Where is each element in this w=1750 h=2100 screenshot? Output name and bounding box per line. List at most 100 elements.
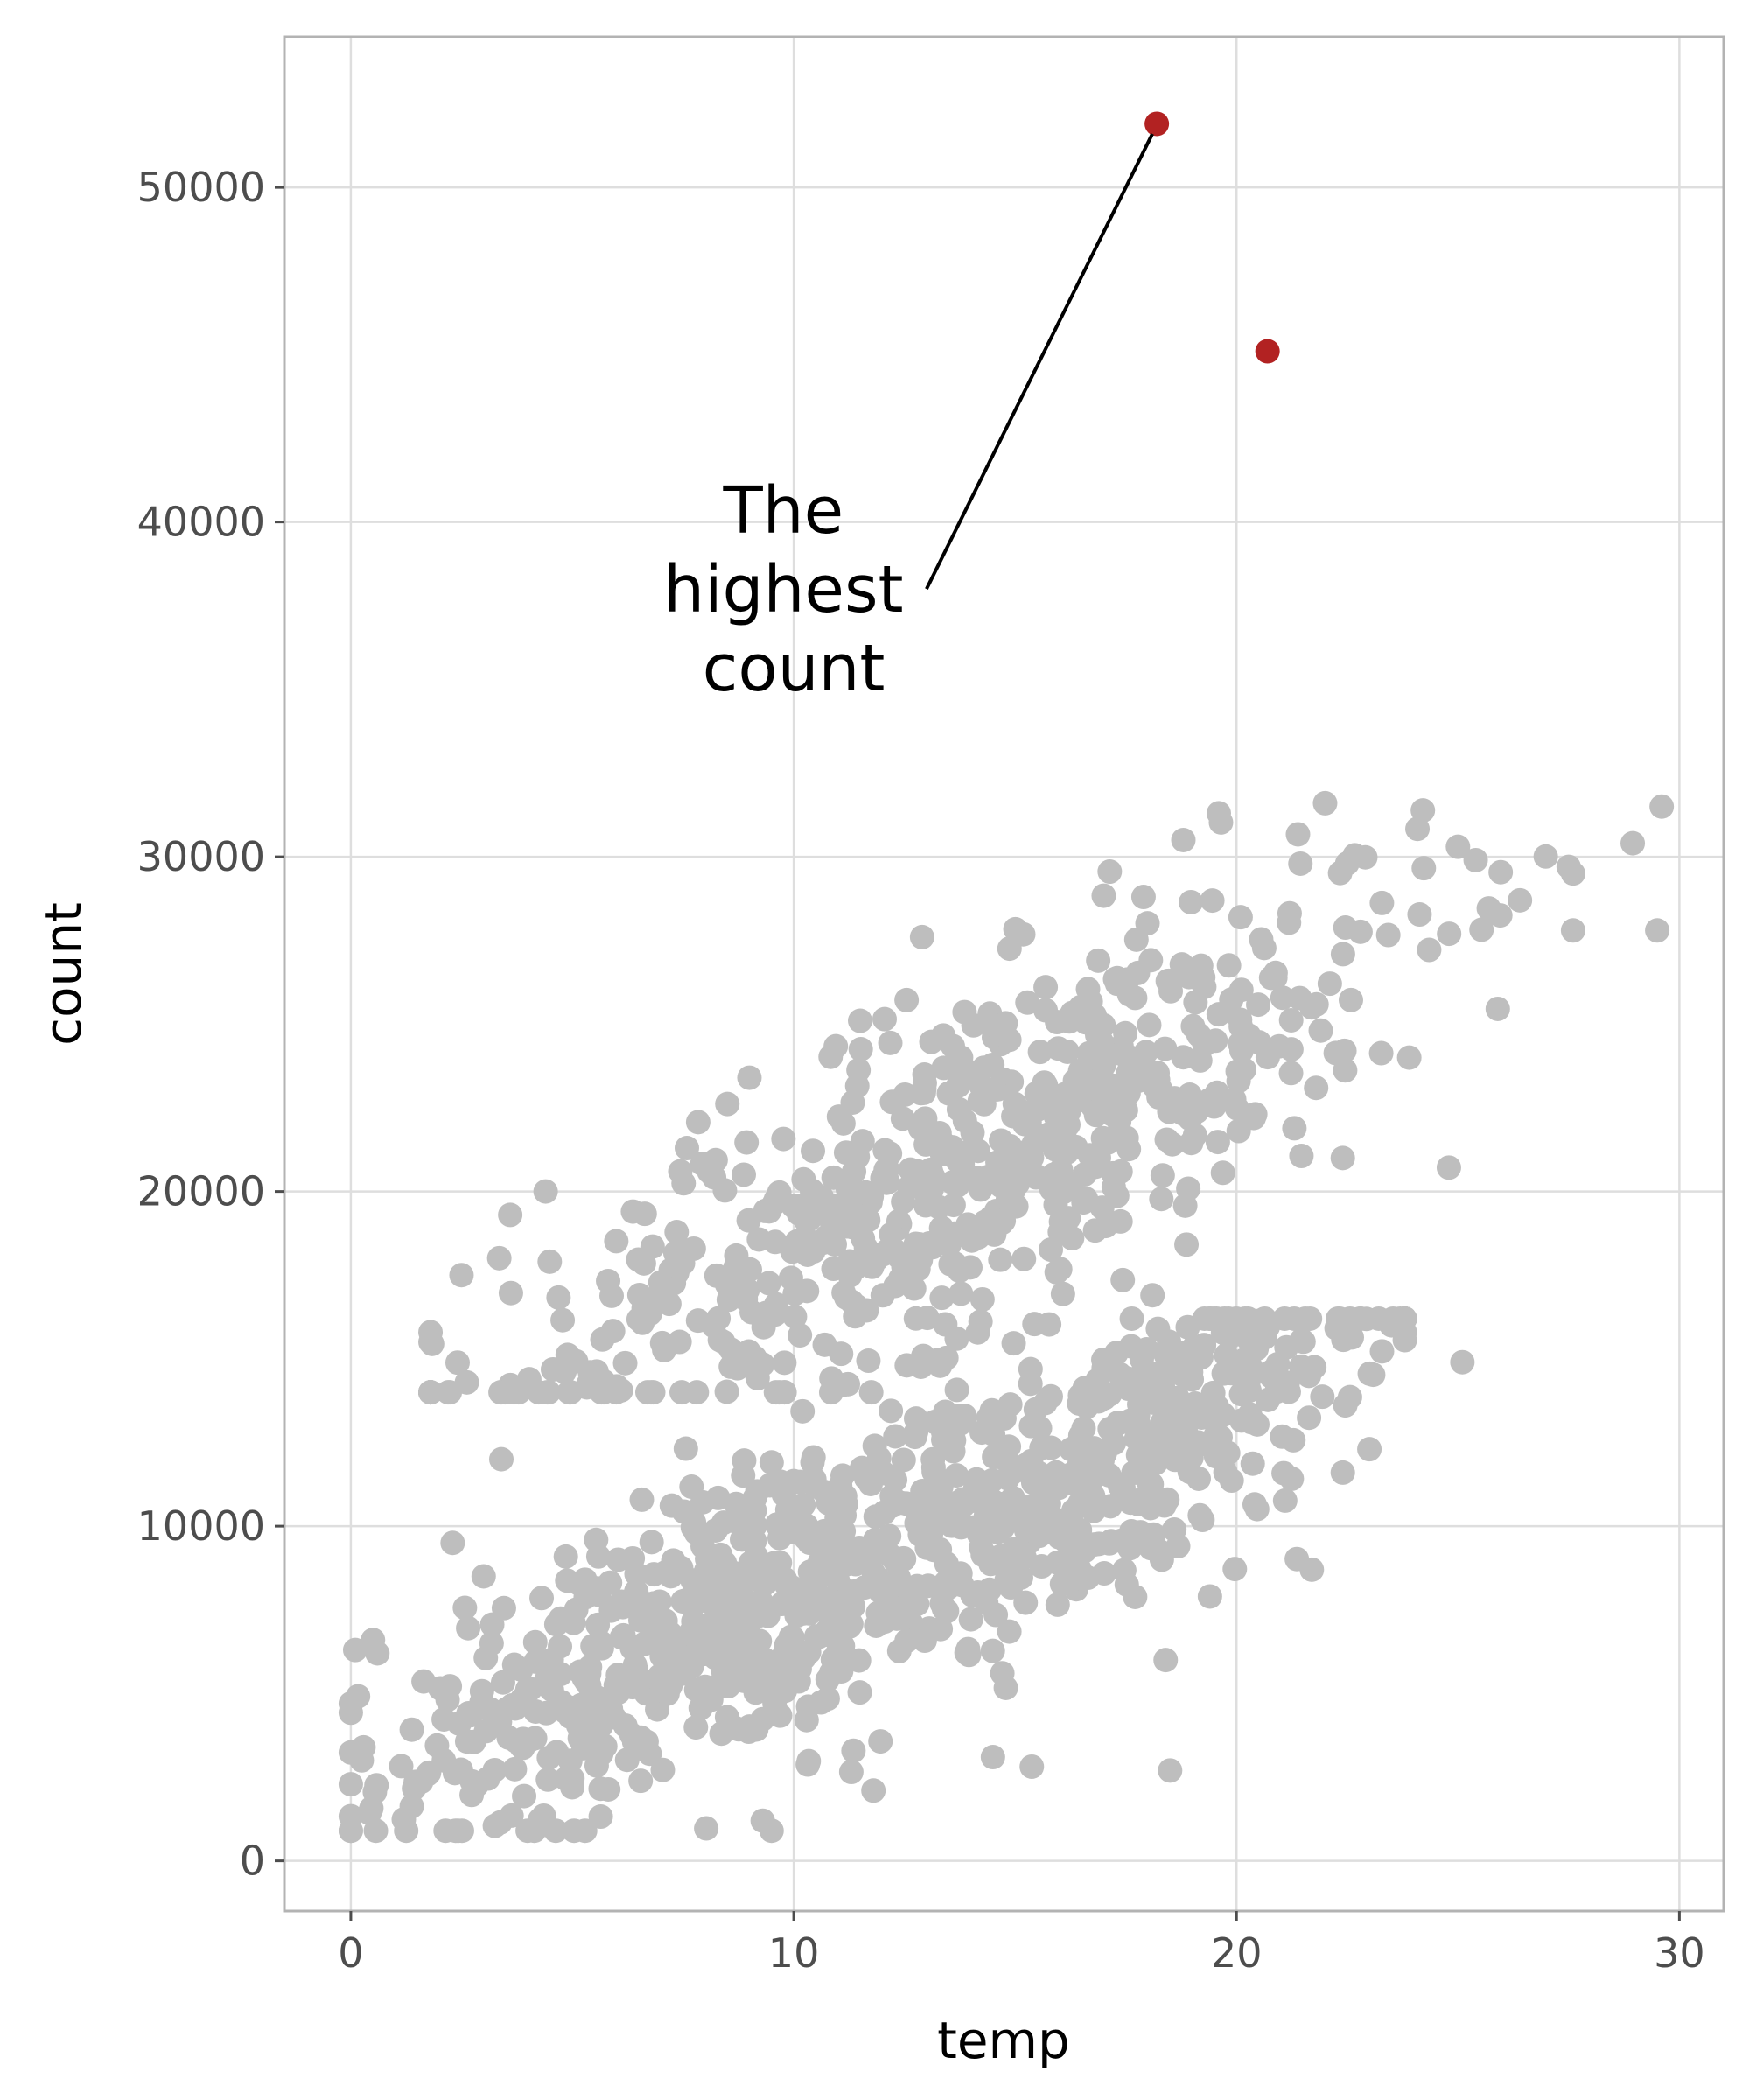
data-point	[1018, 1371, 1043, 1396]
data-point	[1137, 1428, 1162, 1453]
data-point	[1019, 1754, 1045, 1779]
data-point	[788, 1323, 813, 1348]
data-point	[1001, 1536, 1026, 1562]
data-point	[1533, 844, 1558, 869]
data-point	[1035, 1502, 1060, 1527]
data-point	[579, 1688, 605, 1713]
data-point	[791, 1166, 816, 1192]
data-point	[1063, 1134, 1088, 1159]
data-point	[808, 1549, 833, 1574]
data-point	[819, 1366, 844, 1391]
data-point	[1072, 1162, 1097, 1187]
data-point	[697, 1588, 723, 1614]
data-point	[431, 1747, 457, 1773]
data-point	[550, 1307, 576, 1333]
data-point	[557, 1704, 583, 1729]
data-point	[744, 1717, 769, 1742]
data-point	[738, 1550, 763, 1576]
data-point	[1130, 1486, 1156, 1511]
data-point	[969, 1535, 994, 1560]
data-point	[865, 1600, 891, 1626]
data-point	[939, 1513, 964, 1538]
data-point	[614, 1747, 640, 1773]
data-point	[490, 1670, 515, 1695]
data-point	[1154, 1127, 1180, 1152]
data-point	[1299, 1557, 1325, 1582]
data-point	[1288, 850, 1313, 876]
data-point	[556, 1380, 582, 1405]
data-point	[1033, 975, 1059, 1000]
data-point	[1187, 1047, 1213, 1073]
data-point	[801, 1138, 826, 1164]
data-point	[1108, 1158, 1133, 1184]
data-point	[1187, 1502, 1213, 1528]
data-point	[938, 1251, 963, 1277]
data-point	[1111, 1558, 1137, 1583]
annotation: The highest count	[663, 133, 1154, 706]
data-point	[1469, 917, 1494, 942]
data-point	[473, 1718, 499, 1744]
data-point	[590, 1326, 615, 1352]
data-point	[473, 1645, 499, 1670]
data-point	[903, 1306, 928, 1331]
data-point	[833, 1140, 858, 1166]
data-point	[456, 1615, 481, 1641]
data-point	[1043, 1181, 1068, 1207]
data-point	[459, 1768, 485, 1794]
data-point	[934, 1551, 960, 1577]
data-point	[418, 1380, 444, 1405]
annotation-text: The highest count	[663, 473, 924, 706]
data-point	[710, 1641, 736, 1666]
data-point	[1222, 1557, 1248, 1582]
data-point	[856, 1348, 881, 1374]
data-point	[1003, 916, 1028, 942]
data-point	[1278, 1007, 1304, 1032]
data-point	[1263, 960, 1288, 985]
data-point	[703, 1147, 728, 1172]
data-point	[1338, 987, 1363, 1012]
data-point	[746, 1227, 772, 1252]
data-point	[822, 1232, 847, 1257]
data-point	[941, 1193, 966, 1218]
data-point	[679, 1474, 704, 1500]
data-point	[1032, 1070, 1057, 1096]
annotation-line-3: count	[703, 631, 886, 706]
data-point	[399, 1717, 424, 1742]
data-point	[498, 1202, 523, 1228]
data-point	[1036, 1122, 1061, 1147]
data-point	[1180, 1340, 1206, 1366]
data-point	[444, 1350, 470, 1376]
data-point	[1134, 1337, 1159, 1362]
data-point	[1138, 948, 1164, 973]
data-point	[1271, 1460, 1297, 1486]
data-point	[731, 1277, 756, 1302]
data-point	[1330, 942, 1355, 967]
data-point	[764, 1292, 789, 1317]
data-point	[731, 1463, 756, 1488]
data-point	[761, 1674, 787, 1699]
data-point	[454, 1369, 480, 1395]
data-point	[1119, 1306, 1144, 1331]
data-point	[1023, 1396, 1048, 1422]
data-point	[929, 1285, 955, 1311]
data-point	[1361, 1362, 1386, 1388]
data-point	[632, 1631, 657, 1656]
data-point	[1019, 1144, 1045, 1170]
data-point	[1001, 1103, 1026, 1129]
data-point	[670, 1250, 696, 1276]
data-point	[970, 1286, 995, 1312]
data-point	[1054, 1039, 1080, 1064]
y-tick-label: 30000	[137, 833, 265, 880]
data-point	[799, 1202, 824, 1228]
data-point	[706, 1306, 732, 1331]
data-point	[1228, 977, 1254, 1003]
data-point	[878, 1398, 904, 1424]
data-point	[1297, 1405, 1322, 1431]
data-point	[752, 1198, 778, 1223]
data-point	[648, 1670, 673, 1695]
data-point	[454, 1729, 480, 1754]
data-point	[584, 1527, 609, 1552]
data-point	[1116, 1137, 1142, 1162]
data-point	[664, 1220, 690, 1245]
